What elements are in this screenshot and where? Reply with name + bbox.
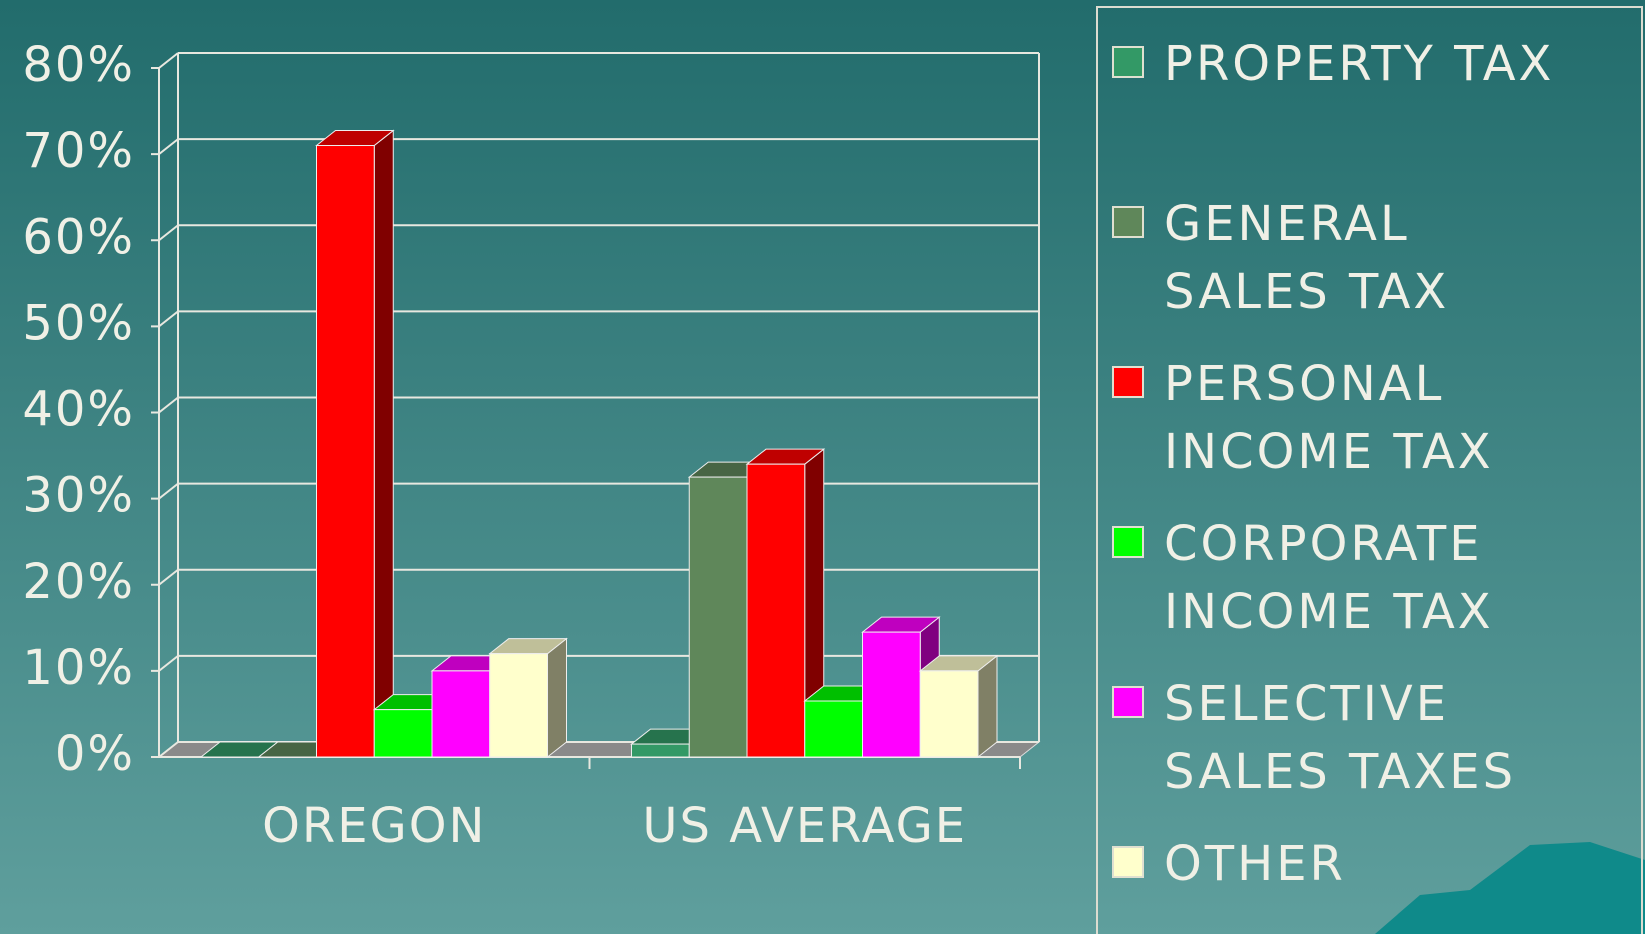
legend-label: OTHER — [1164, 830, 1594, 898]
bar — [490, 639, 567, 757]
bar-front — [863, 632, 921, 757]
legend-label: CORPORATE INCOME TAX — [1164, 510, 1594, 646]
y-tick-label: 80% — [22, 37, 135, 93]
grid-line — [159, 225, 178, 240]
grid-line — [159, 398, 178, 413]
bar-front — [374, 710, 432, 757]
bar-side — [374, 131, 393, 757]
y-tick-label: 30% — [22, 468, 135, 524]
bar — [317, 131, 394, 757]
y-tick-label: 40% — [22, 382, 135, 438]
grid-line — [159, 139, 178, 154]
bar-front — [632, 744, 690, 757]
x-tick-label: OREGON — [262, 798, 486, 854]
grid-line — [159, 570, 178, 585]
page: 0% 10% 20% 30% 40% 50% 60% 70% 80% OREGON US AVERA… — [0, 0, 1645, 934]
x-tick-label: US AVERAGE — [642, 798, 967, 854]
y-tick-label: 20% — [22, 554, 135, 610]
legend-label: PERSONAL INCOME TAX — [1164, 350, 1594, 486]
y-tick-label: 50% — [22, 295, 135, 351]
bar-front — [805, 701, 863, 757]
bar — [920, 656, 997, 757]
grid-line — [159, 484, 178, 499]
legend-swatch — [1112, 206, 1144, 238]
legend-label: SELECTIVE SALES TAXES — [1164, 670, 1594, 806]
legend-label: GENERAL SALES TAX — [1164, 190, 1594, 326]
legend-swatch — [1112, 846, 1144, 878]
bar-side — [548, 639, 567, 757]
y-tick-label: 60% — [22, 209, 135, 265]
bar-front — [490, 654, 548, 757]
y-tick-label: 70% — [22, 123, 135, 179]
grid-line — [159, 656, 178, 671]
legend: PROPERTY TAX GENERAL SALES TAX PERSONAL IN… — [1096, 6, 1643, 934]
bar-front — [920, 671, 978, 757]
bar-side — [978, 656, 997, 757]
bar-front — [317, 146, 375, 757]
legend-label: PROPERTY TAX — [1164, 30, 1594, 98]
legend-swatch — [1112, 526, 1144, 558]
bar-front — [432, 671, 490, 757]
y-tick-label: 10% — [22, 640, 135, 696]
grid-line — [159, 53, 178, 68]
bar-front — [689, 477, 747, 757]
grid-line — [159, 311, 178, 326]
legend-swatch — [1112, 46, 1144, 78]
y-tick-label: 0% — [55, 726, 135, 782]
bar-front — [747, 464, 805, 757]
legend-swatch — [1112, 686, 1144, 718]
legend-swatch — [1112, 366, 1144, 398]
